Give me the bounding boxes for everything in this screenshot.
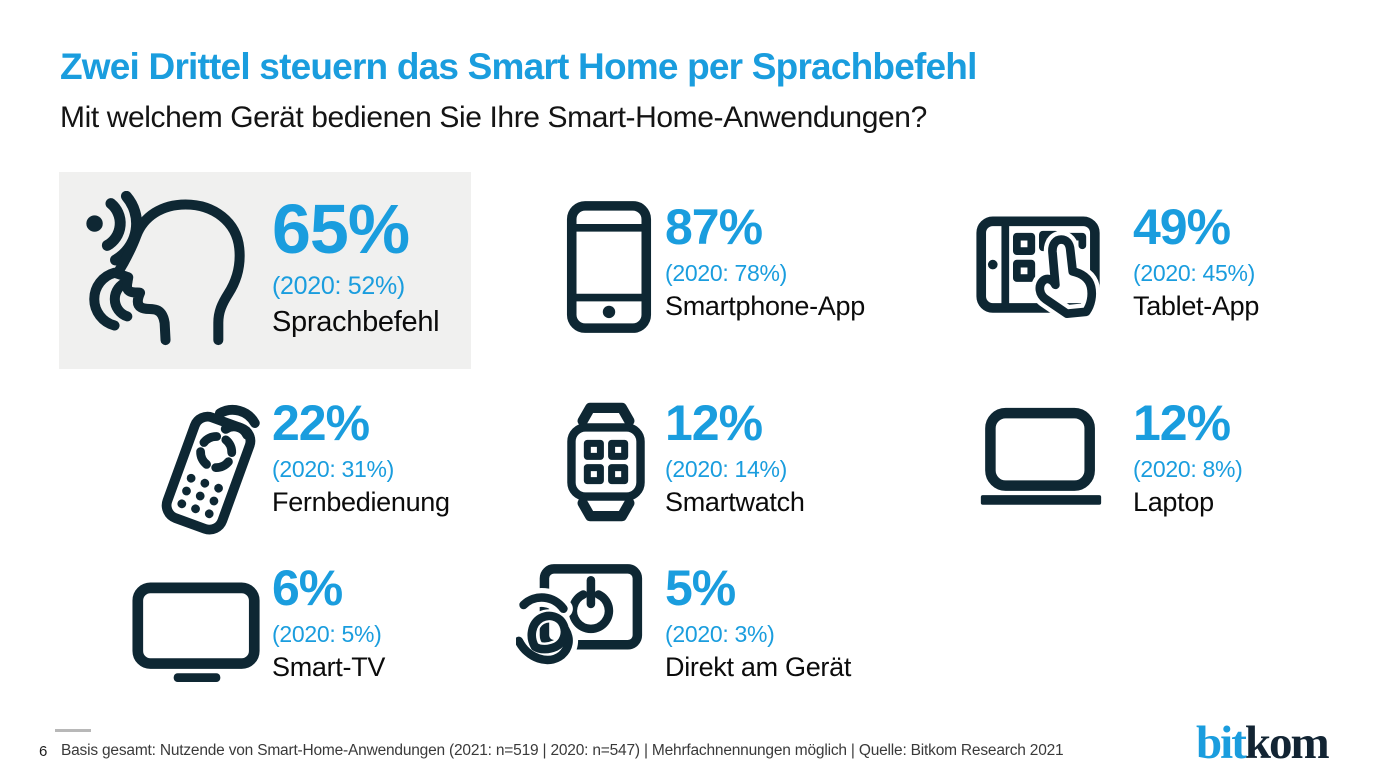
category-label: Sprachbefehl bbox=[272, 306, 440, 339]
percentage-value: 87% bbox=[665, 199, 763, 255]
previous-year-value: (2020: 3%) bbox=[665, 621, 775, 647]
category-label: Smartwatch bbox=[665, 486, 805, 517]
previous-year-value: (2020: 5%) bbox=[272, 621, 382, 647]
category-label: Fernbedienung bbox=[272, 486, 450, 517]
category-label: Smart-TV bbox=[272, 651, 386, 682]
previous-year-value: (2020: 45%) bbox=[1133, 260, 1255, 286]
remote-control-icon bbox=[140, 390, 286, 536]
device-power-touch-icon bbox=[516, 561, 644, 683]
logo-part-bit: bit bbox=[1196, 717, 1247, 769]
percentage-value: 12% bbox=[1133, 395, 1231, 451]
bitkom-logo: bitkom bbox=[1196, 716, 1330, 770]
percentage-value: 12% bbox=[665, 395, 763, 451]
smart-tv-icon bbox=[131, 581, 263, 684]
category-label: Tablet-App bbox=[1133, 290, 1260, 321]
logo-part-kom: kom bbox=[1244, 717, 1330, 769]
percentage-value: 22% bbox=[272, 395, 370, 451]
previous-year-value: (2020: 52%) bbox=[272, 272, 405, 300]
category-label: Direkt am Gerät bbox=[665, 651, 852, 682]
smartphone-icon bbox=[566, 200, 652, 334]
source-note: Basis gesamt: Nutzende von Smart-Home-An… bbox=[61, 742, 1064, 759]
percentage-value: 5% bbox=[665, 560, 736, 616]
page-title: Zwei Drittel steuern das Smart Home per … bbox=[60, 46, 977, 87]
percentage-value: 49% bbox=[1133, 199, 1231, 255]
stat-item-smartwatch: 12% (2020: 14%) Smartwatch bbox=[555, 388, 885, 548]
previous-year-value: (2020: 78%) bbox=[665, 260, 787, 286]
voice-command-icon bbox=[80, 191, 262, 349]
stat-item-smart-tv: 6% (2020: 5%) Smart-TV bbox=[120, 555, 480, 705]
previous-year-value: (2020: 31%) bbox=[272, 456, 394, 482]
page-number: 6 bbox=[39, 743, 48, 760]
stat-item-sprachbefehl: 65% (2020: 52%) Sprachbefehl bbox=[59, 172, 471, 369]
previous-year-value: (2020: 14%) bbox=[665, 456, 787, 482]
page-subtitle: Mit welchem Gerät bedienen Sie Ihre Smar… bbox=[60, 101, 927, 134]
stat-item-smartphone-app: 87% (2020: 78%) Smartphone-App bbox=[555, 190, 885, 350]
smartwatch-icon bbox=[564, 396, 648, 528]
category-label: Laptop bbox=[1133, 486, 1214, 517]
stat-item-tablet-app: 49% (2020: 45%) Tablet-App bbox=[965, 190, 1305, 350]
stat-item-direkt-am-geraet: 5% (2020: 3%) Direkt am Gerät bbox=[505, 553, 900, 703]
percentage-value: 6% bbox=[272, 560, 343, 616]
stat-item-laptop: 12% (2020: 8%) Laptop bbox=[965, 390, 1305, 550]
category-label: Smartphone-App bbox=[665, 290, 865, 321]
tablet-touch-icon bbox=[976, 202, 1102, 332]
percentage-value: 65% bbox=[272, 190, 410, 268]
laptop-icon bbox=[978, 406, 1104, 508]
previous-year-value: (2020: 8%) bbox=[1133, 456, 1243, 482]
footer-divider bbox=[55, 729, 91, 732]
stat-item-fernbedienung: 22% (2020: 31%) Fernbedienung bbox=[130, 385, 480, 545]
